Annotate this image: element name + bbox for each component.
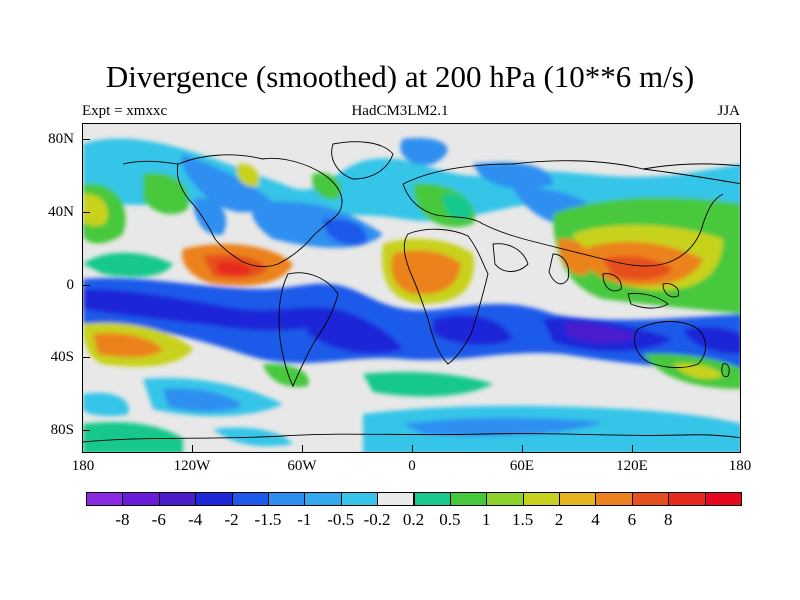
tick	[302, 445, 303, 453]
colorbar-label: 8	[663, 510, 673, 529]
lat-label-40s: 40S	[50, 349, 74, 365]
colorbar-label: 0.5	[439, 510, 461, 529]
lat-label-40n: 40N	[48, 204, 74, 220]
colorbar-swatch	[158, 492, 197, 506]
colorbar-label: -1	[297, 510, 312, 529]
colorbar-label: -4	[188, 510, 203, 529]
colorbar	[86, 492, 742, 508]
colorbar-swatch	[377, 492, 415, 506]
colorbar-swatch	[449, 492, 488, 506]
colorbar-label: 1.5	[512, 510, 534, 529]
colorbar-swatch	[559, 492, 597, 506]
colorbar-label: 0.2	[402, 510, 425, 529]
colorbar-swatch	[486, 492, 524, 506]
lat-label-80s: 80S	[50, 422, 74, 438]
season-label: JJA	[717, 103, 740, 119]
colorbar-label: -0.5	[327, 510, 355, 529]
tick	[82, 285, 90, 286]
tick	[632, 445, 633, 453]
plot-title: Divergence (smoothed) at 200 hPa (10**6 …	[105, 59, 695, 94]
lat-label-0: 0	[66, 277, 75, 293]
tick	[82, 212, 90, 213]
experiment-label: Expt = xmxxc	[82, 103, 168, 119]
colorbar-label: -8	[115, 510, 130, 529]
colorbar-label: -0.2	[363, 510, 391, 529]
colorbar-label: -2	[224, 510, 239, 529]
colorbar-swatch	[340, 492, 379, 506]
lon-label-180e: 180	[728, 458, 752, 474]
colorbar-swatch	[595, 492, 633, 506]
colorbar-swatch	[304, 492, 342, 506]
lon-label-180w: 180	[71, 458, 95, 474]
tick	[82, 139, 90, 140]
colorbar-swatch	[522, 492, 561, 506]
tick	[522, 445, 523, 453]
lat-label-80n: 80N	[48, 131, 74, 147]
colorbar-swatch	[86, 492, 124, 506]
lon-label-0: 0	[408, 458, 416, 474]
lon-label-60e: 60E	[509, 458, 535, 474]
lon-label-120e: 120E	[616, 458, 648, 474]
colorbar-label: -6	[151, 510, 166, 529]
tick	[412, 445, 413, 453]
divergence-map	[82, 123, 741, 453]
colorbar-swatch	[668, 492, 706, 506]
tick	[82, 430, 90, 431]
colorbar-label: 2	[554, 510, 564, 529]
colorbar-swatch	[413, 492, 451, 506]
colorbar-label: 6	[627, 510, 637, 529]
colorbar-label: -1.5	[254, 510, 282, 529]
colorbar-label: 1	[482, 510, 491, 529]
tick	[82, 357, 90, 358]
colorbar-swatch	[267, 492, 306, 506]
tick	[192, 445, 193, 453]
map-field	[83, 124, 740, 452]
colorbar-swatch	[122, 492, 160, 506]
colorbar-label: 4	[591, 510, 600, 529]
colorbar-swatch	[631, 492, 670, 506]
colorbar-swatch	[704, 492, 742, 506]
colorbar-swatch	[231, 492, 269, 506]
lon-label-60w: 60W	[287, 458, 317, 474]
coastlines	[83, 141, 740, 443]
colorbar-swatch	[195, 492, 233, 506]
lon-label-120w: 120W	[173, 458, 211, 474]
model-label: HadCM3LM2.1	[351, 103, 449, 119]
